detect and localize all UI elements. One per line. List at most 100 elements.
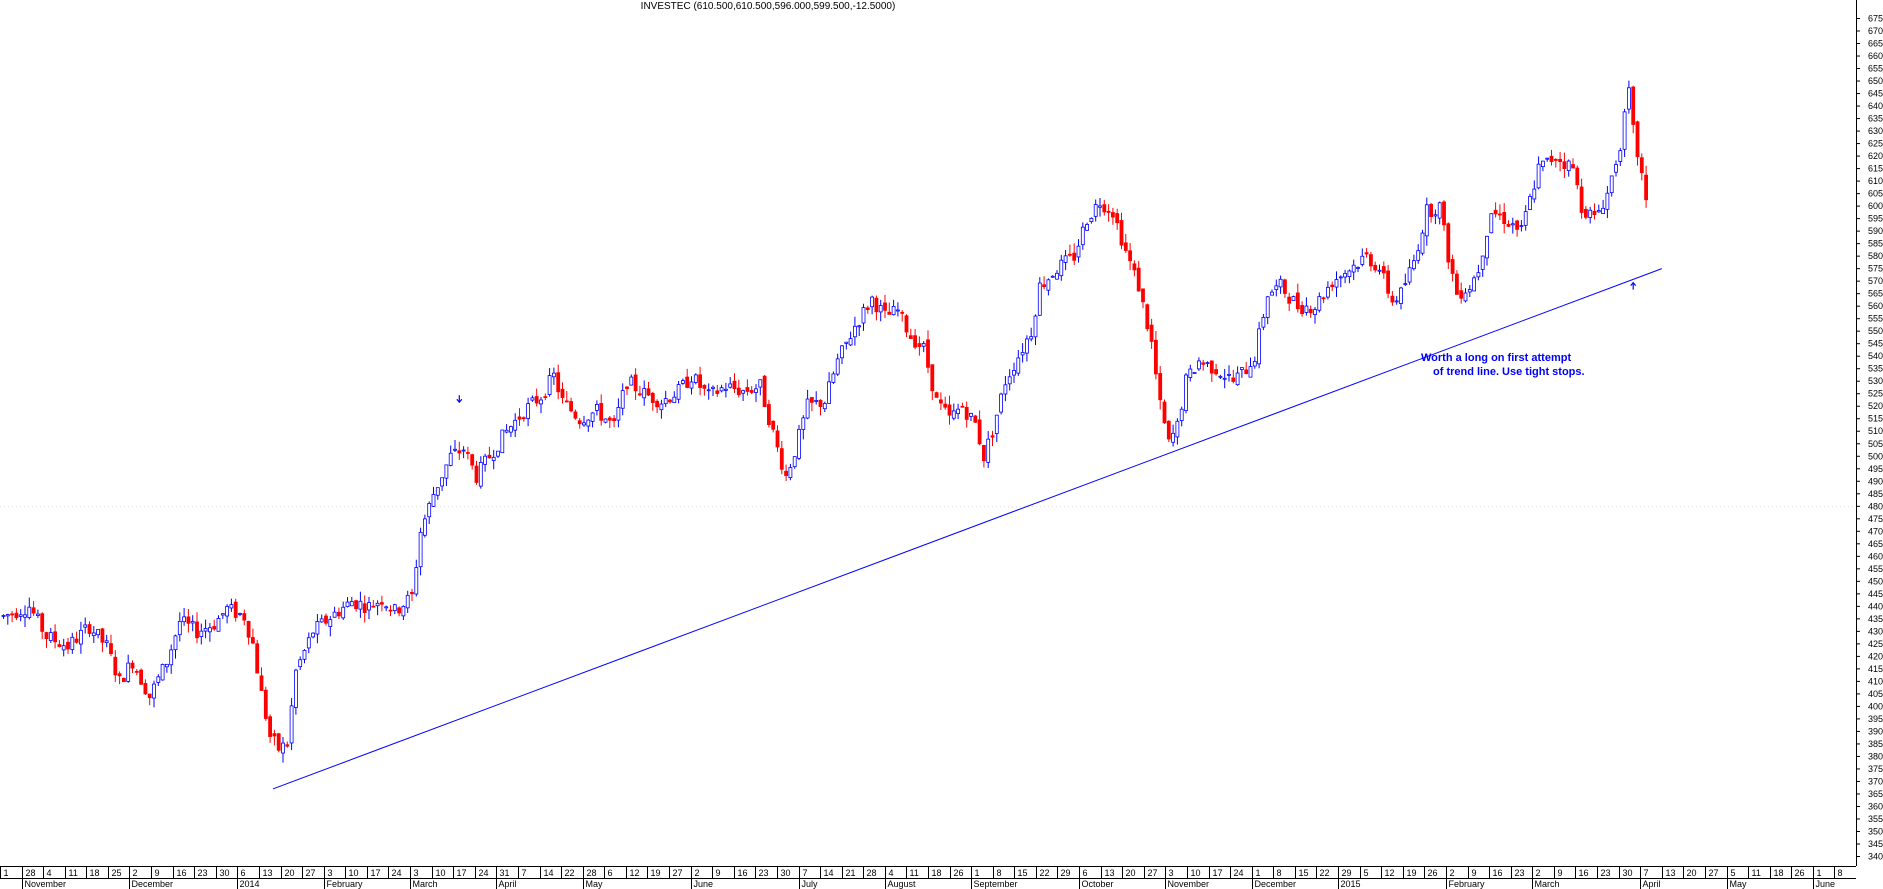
candle-187 [805, 389, 810, 420]
x-tick-label-36: 30 [781, 868, 791, 878]
candle-body-173 [745, 387, 750, 392]
annotation-line-1: Worth a long on first attempt [1421, 352, 1571, 364]
month-label-3: February [327, 879, 364, 889]
candle-117 [504, 424, 509, 434]
candle-body-136 [586, 419, 591, 427]
candle-197 [848, 331, 853, 347]
y-tick-label-440: 440 [1868, 601, 1883, 611]
candle-167 [719, 384, 724, 393]
candle-262 [1128, 243, 1132, 270]
y-tick-label-615: 615 [1868, 164, 1883, 174]
candle-body-252 [1085, 224, 1089, 231]
candle-146 [629, 374, 634, 386]
candle-106 [457, 441, 462, 460]
x-tick-label-70: 23 [1515, 868, 1525, 878]
candle-168 [724, 382, 728, 398]
x-tick-label-24: 7 [522, 868, 527, 878]
candle-216 [930, 364, 935, 401]
candle-body-37 [160, 664, 165, 681]
x-tick-label-38: 14 [824, 868, 834, 878]
candle-body-146 [629, 376, 634, 386]
candle-body-216 [930, 364, 935, 392]
candle-79 [341, 601, 346, 620]
candle-body-254 [1093, 204, 1098, 217]
candle-305 [1313, 307, 1317, 324]
candle-body-139 [599, 403, 604, 421]
candle-359 [1545, 157, 1550, 162]
candle-152 [655, 399, 659, 414]
candle-208 [896, 302, 900, 317]
candle-body-52 [225, 606, 230, 617]
candle-211 [908, 328, 913, 339]
candle-body-201 [865, 307, 870, 310]
candle-body-346 [1489, 213, 1494, 234]
candle-104 [448, 445, 453, 467]
candle-body-98 [422, 518, 427, 536]
candle-body-165 [711, 386, 715, 389]
candle-3 [14, 608, 19, 621]
month-label-11: October [1082, 879, 1114, 889]
candle-276 [1188, 364, 1193, 382]
candle-170 [732, 373, 737, 393]
candle-307 [1321, 296, 1326, 304]
candle-body-249 [1072, 252, 1077, 261]
candle-74 [319, 614, 324, 623]
candle-body-376 [1618, 150, 1623, 162]
candle-221 [951, 403, 956, 421]
candle-248 [1068, 244, 1072, 257]
candle-body-163 [702, 384, 707, 389]
candle-32 [139, 668, 144, 685]
candle-260 [1119, 212, 1124, 250]
candle-body-40 [173, 635, 178, 651]
candle-192 [827, 372, 831, 404]
candle-240 [1033, 314, 1038, 346]
y-tick-label-390: 390 [1868, 726, 1883, 736]
candle-238 [1025, 335, 1029, 362]
candle-body-71 [306, 637, 311, 649]
y-tick-label-370: 370 [1868, 776, 1883, 786]
candle-7 [31, 601, 36, 616]
candle-body-23 [100, 628, 105, 643]
candle-body-335 [1442, 201, 1446, 226]
candle-299 [1287, 292, 1292, 312]
candle-310 [1334, 271, 1339, 297]
candle-body-339 [1459, 290, 1464, 299]
candle-body-169 [728, 383, 733, 388]
candle-body-370 [1592, 210, 1597, 216]
x-tick-label-79: 27 [1709, 868, 1719, 878]
candle-body-324 [1394, 300, 1399, 303]
candle-body-14 [61, 645, 66, 651]
candle-365 [1571, 158, 1575, 169]
candle-47 [203, 619, 208, 639]
candle-96 [414, 559, 419, 597]
candle-body-123 [530, 397, 535, 401]
candle-176 [758, 379, 763, 396]
candle-380 [1635, 120, 1640, 166]
candle-31 [134, 669, 139, 676]
candle-126 [543, 393, 548, 401]
y-tick-label-410: 410 [1868, 676, 1883, 686]
candle-body-305 [1313, 309, 1317, 315]
x-tick-label-81: 11 [1752, 868, 1761, 878]
candle-body-198 [853, 325, 857, 338]
candle-body-45 [195, 621, 199, 639]
candle-46 [199, 623, 204, 645]
candle-body-218 [939, 399, 943, 404]
candle-body-90 [388, 609, 393, 612]
y-tick-label-405: 405 [1868, 689, 1883, 699]
x-tick-label-57: 24 [1234, 868, 1244, 878]
candle-body-327 [1407, 267, 1412, 283]
candle-body-250 [1076, 245, 1081, 258]
candle-body-360 [1549, 155, 1554, 162]
candle-77 [332, 606, 337, 618]
candle-body-30 [130, 662, 135, 669]
candle-body-26 [113, 656, 118, 676]
candle-body-44 [190, 621, 195, 624]
candle-270 [1162, 399, 1167, 424]
candle-body-226 [973, 415, 978, 423]
candle-124 [534, 388, 539, 407]
candle-body-261 [1123, 242, 1128, 251]
candle-163 [702, 384, 707, 396]
y-tick-label-485: 485 [1868, 489, 1883, 499]
y-tick-label-565: 565 [1868, 289, 1883, 299]
